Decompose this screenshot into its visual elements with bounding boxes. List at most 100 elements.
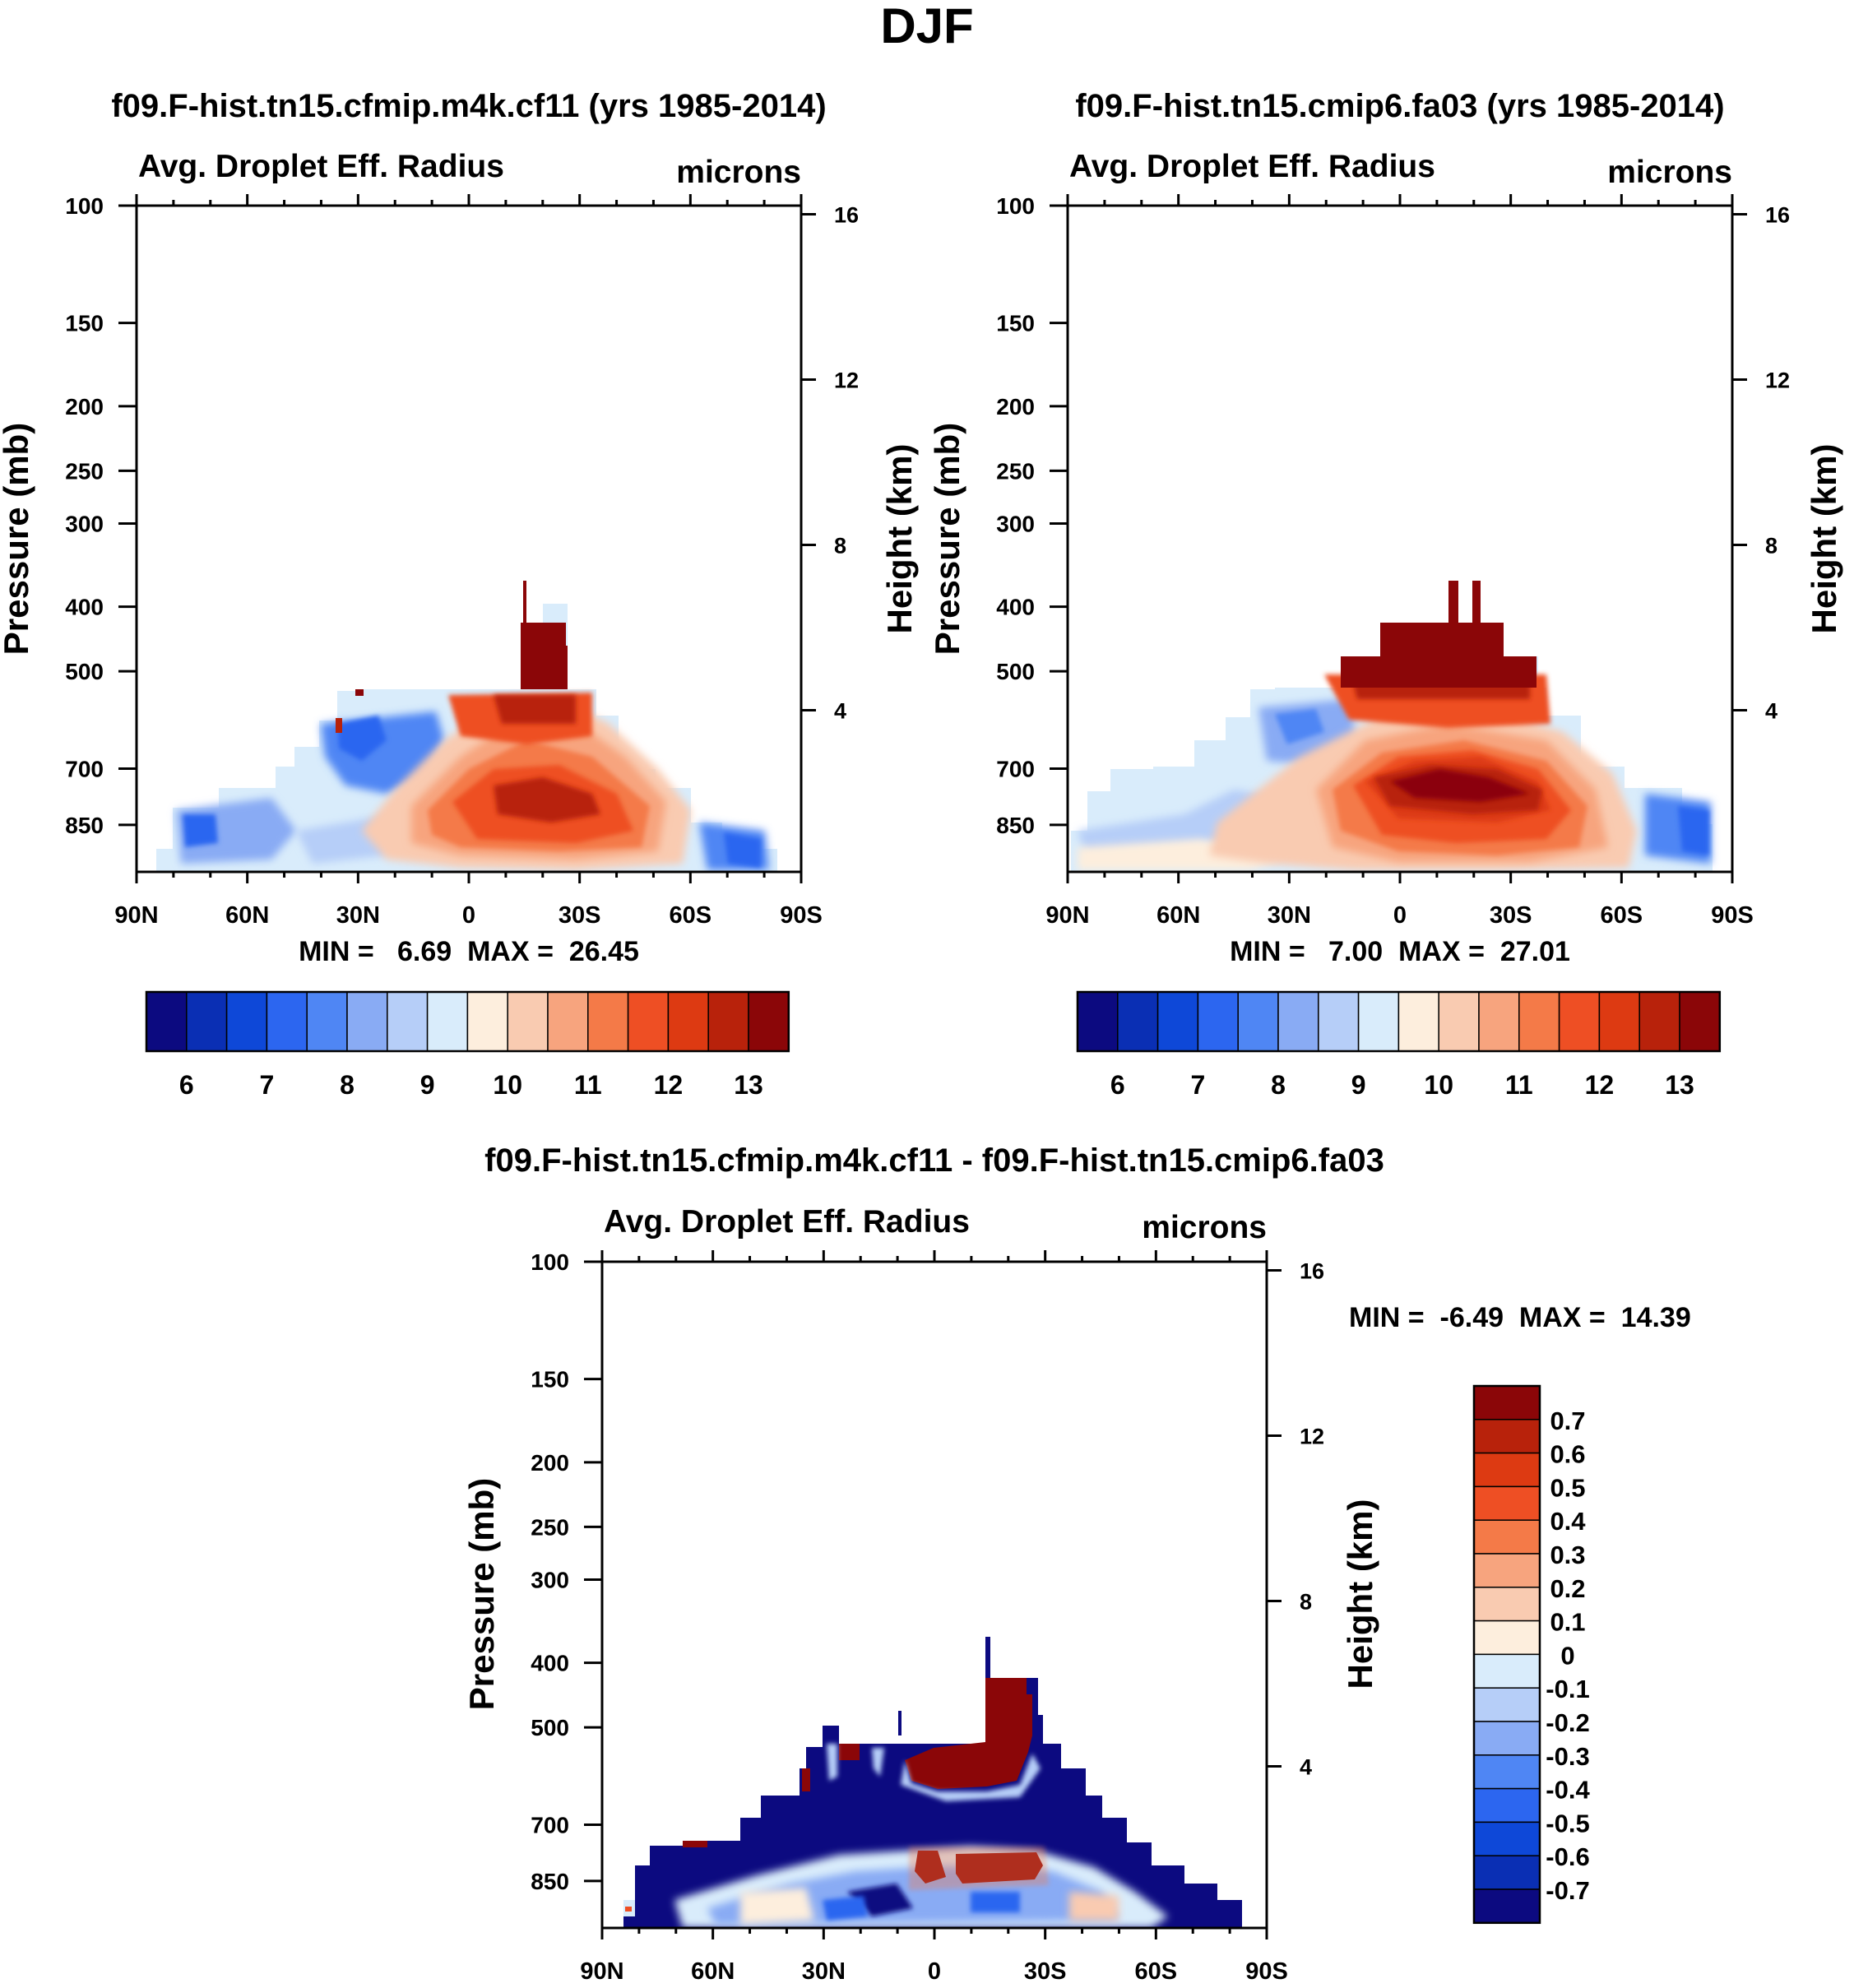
colorbar-box [1197,991,1239,1052]
panel-0-blue-south-core [724,832,761,868]
colorbar-box [1473,1855,1541,1890]
y2-tick-label: 12 [1300,1424,1324,1448]
colorbar-box [1473,1385,1541,1420]
colorbar-box [748,991,790,1052]
y-tick-label: 700 [996,757,1035,782]
x-tick-label: 0 [462,902,475,929]
panel-2-title: f09.F-hist.tn15.cfmip.m4k.cf11 - f09.F-h… [484,1142,1384,1179]
colorbar-label: -0.7 [1546,1876,1589,1905]
y2-tick-label: 8 [834,534,846,558]
panel-2-tick-labels: 90N 60N 30N 0 30S 60S 90S 100 150 200 250 300 400 500… [531,1249,1324,1985]
colorbar-box [387,991,429,1052]
y2-tick-label: 12 [1765,368,1790,392]
panel-2-tower-spike [985,1637,990,1678]
y2-tick-label: 4 [1765,699,1778,724]
y-tick-label: 150 [65,311,104,336]
panel-1-ylabel-right: Height (km) [1805,444,1843,634]
colorbar-box [225,991,268,1052]
colorbar-label: -0.3 [1546,1742,1589,1771]
colorbar-box [1473,1888,1541,1924]
colorbar-label: 9 [1351,1070,1366,1100]
y2-tick-label: 16 [1300,1258,1324,1283]
colorbar-box [346,991,388,1052]
y-tick-label: 700 [65,757,104,782]
y-tick-label: 100 [996,193,1035,219]
colorbar-box [627,991,670,1052]
panel-1-right-subtitle: microns [1607,155,1732,190]
x-tick-label: 90N [580,1958,623,1985]
colorbar-box [1598,991,1640,1052]
colorbar-label: 10 [1424,1070,1453,1100]
x-tick-label: 30S [1490,902,1532,929]
panel-0-left-subtitle: Avg. Droplet Eff. Radius [138,149,504,184]
panel-1-colorbar: 6 7 8 9 10 11 12 13 [1076,990,1722,1100]
y2-tick-label: 4 [834,699,846,724]
colorbar-box [507,991,549,1052]
panel-0-speck-2 [355,689,364,696]
colorbar-label: 9 [420,1070,435,1100]
colorbar-box [1558,991,1601,1052]
y-tick-label: 300 [996,511,1035,536]
x-tick-label: 0 [928,1958,941,1985]
colorbar-box [1357,991,1400,1052]
colorbar-box [466,991,508,1052]
colorbar-label: -0.5 [1546,1809,1589,1837]
x-tick-label: 90S [780,902,823,929]
panel-1-blue-south-core [1678,806,1709,855]
x-tick-label: 60S [1135,1958,1178,1985]
panel-1-title: f09.F-hist.tn15.cmip6.fa03 (yrs 1985-201… [1075,88,1724,124]
y-tick-label: 300 [65,511,104,536]
colorbar-label: 0.6 [1550,1440,1585,1469]
x-tick-label: 60N [691,1958,735,1985]
colorbar-label: 13 [734,1070,763,1100]
colorbar-label: 0 [1560,1641,1574,1670]
x-tick-label: 30N [1268,902,1311,929]
panel-0-field [156,581,777,872]
colorbar-frame [1472,1384,1541,1925]
y-tick-label: 200 [996,394,1035,419]
panel-0-title: f09.F-hist.tn15.cfmip.m4k.cf11 (yrs 1985… [111,88,826,124]
colorbar-label: 6 [179,1070,194,1100]
panel-2-low-warm-2 [1069,1892,1119,1921]
colorbar-box [1077,991,1119,1052]
y-tick-label: 500 [996,659,1035,684]
x-tick-label: 90S [1245,1958,1288,1985]
colorbar-box [547,991,589,1052]
panel-2-speck [898,1711,902,1735]
colorbar-box [1473,1687,1541,1722]
colorbar-box [426,991,469,1052]
y-tick-label: 250 [65,458,104,484]
panel-0-axes [118,194,816,883]
colorbar-box [1397,991,1439,1052]
y-tick-label: 250 [996,458,1035,484]
colorbar-box [186,991,228,1052]
x-tick-label: 90S [1711,902,1754,929]
colorbar-box [1473,1787,1541,1823]
panel-0-minmax: MIN = 6.69 MAX = 26.45 [299,936,639,967]
colorbar-box [1473,1553,1541,1588]
colorbar-label: 0.3 [1550,1541,1585,1569]
colorbar-box [1438,991,1480,1052]
colorbar-label: 0.5 [1550,1473,1585,1502]
panel-0-blue-core [337,716,387,761]
panel-1-axes [1050,194,1747,883]
panel-2-left-subtitle: Avg. Droplet Eff. Radius [604,1204,970,1240]
panel-1-left-subtitle: Avg. Droplet Eff. Radius [1069,149,1435,184]
colorbar-label: 8 [340,1070,355,1100]
y-tick-label: 250 [531,1514,569,1540]
colorbar-box [1473,1821,1541,1856]
panel-2-field [623,1637,1242,1928]
panel-2-upper-left-red [802,1744,860,1791]
panel-1-tick-labels: 90N 60N 30N 0 30S 60S 90S 100 150 200 250 300 400 500… [996,193,1790,929]
y-tick-label: 400 [996,595,1035,620]
panel-0-ylabel: Pressure (mb) [0,423,35,655]
panel-0-upper-red-core [494,695,576,724]
x-tick-label: 30S [559,902,601,929]
panel-2-low-warm [740,1888,814,1925]
colorbar-box [1473,1587,1541,1622]
panel-0-tower [521,581,568,689]
x-tick-label: 60S [670,902,712,929]
panel-2: f09.F-hist.tn15.cfmip.m4k.cf11 - f09.F-h… [462,1142,1691,1985]
y-tick-label: 150 [996,311,1035,336]
